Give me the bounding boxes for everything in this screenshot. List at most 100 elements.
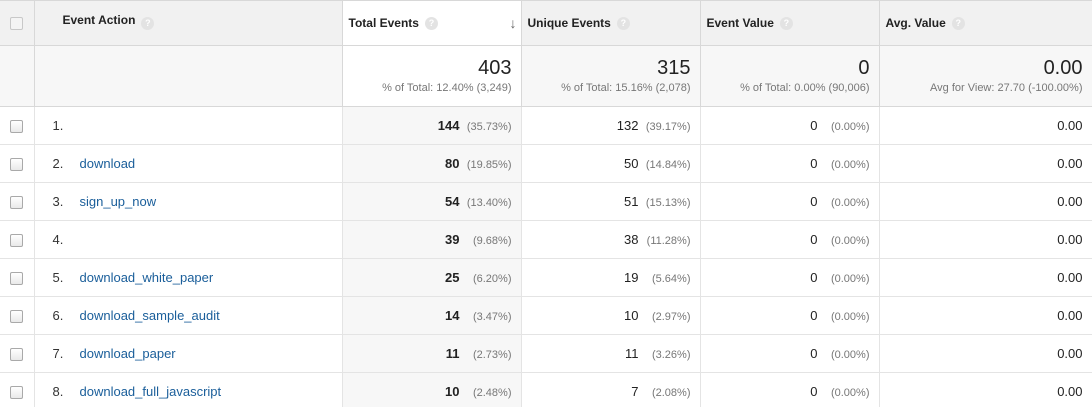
- avg-value-cell: 0.00: [879, 258, 1092, 297]
- row-checkbox[interactable]: [10, 234, 24, 248]
- event-action-cell: 5. download_white_paper: [34, 258, 343, 297]
- column-label: Total Events: [348, 15, 419, 30]
- avg-value-value: 0.00: [1057, 308, 1083, 323]
- row-checkbox-cell: [0, 258, 35, 297]
- row-checkbox[interactable]: [10, 386, 24, 400]
- table-row: 5. download_white_paper 25 (6.20%) 19 (5.64%)…: [0, 258, 1092, 297]
- row-rank: 7.: [52, 346, 64, 361]
- event-action-link[interactable]: download_sample_audit: [79, 308, 220, 323]
- event-value-cell: 0 (0.00%): [700, 334, 880, 373]
- event-value-value: 0: [810, 346, 818, 361]
- select-all-checkbox[interactable]: [10, 17, 24, 31]
- event-value-percent: (0.00%): [830, 273, 870, 285]
- avg-value-cell: 0.00: [879, 106, 1092, 145]
- summary-value: 0.00: [1043, 57, 1083, 79]
- unique-events-cell: 132 (39.17%): [521, 106, 701, 145]
- column-header-event-value[interactable]: Event Value?: [700, 0, 880, 46]
- event-action-link[interactable]: download: [79, 156, 136, 171]
- total-events-cell: 10 (2.48%): [342, 372, 522, 407]
- row-checkbox[interactable]: [10, 196, 24, 210]
- column-header-total-events[interactable]: Total Events? ↓: [342, 0, 522, 46]
- summary-empty-cell: [0, 45, 35, 107]
- event-value-value: 0: [810, 156, 818, 171]
- unique-events-percent: (15.13%): [645, 197, 691, 209]
- total-events-percent: (6.20%): [472, 273, 512, 285]
- total-events-cell: 14 (3.47%): [342, 296, 522, 335]
- row-checkbox[interactable]: [10, 120, 24, 134]
- avg-value-value: 0.00: [1057, 194, 1083, 209]
- total-events-value: 144: [437, 118, 460, 133]
- event-value-cell: 0 (0.00%): [700, 258, 880, 297]
- total-events-value: 10: [445, 384, 460, 399]
- row-rank: 1.: [52, 118, 64, 133]
- event-action-cell: 2. download: [34, 144, 343, 183]
- avg-value-cell: 0.00: [879, 296, 1092, 335]
- table-header-row: Event Action? Total Events? ↓ Unique Eve…: [0, 0, 1092, 46]
- avg-value-value: 0.00: [1057, 156, 1083, 171]
- avg-value-cell: 0.00: [879, 182, 1092, 221]
- unique-events-value: 51: [624, 194, 639, 209]
- row-checkbox-cell: [0, 296, 35, 335]
- column-header-event-action[interactable]: Event Action?: [34, 0, 343, 46]
- help-icon[interactable]: ?: [951, 17, 965, 31]
- select-all-checkbox-cell: [0, 0, 35, 46]
- event-action-link[interactable]: sign_up_now: [79, 194, 157, 209]
- unique-events-percent: (14.84%): [645, 159, 691, 171]
- event-value-percent: (0.00%): [830, 387, 870, 399]
- avg-value-value: 0.00: [1057, 232, 1083, 247]
- event-value-cell: 0 (0.00%): [700, 372, 880, 407]
- row-rank: 5.: [52, 270, 64, 285]
- total-events-value: 80: [445, 156, 460, 171]
- unique-events-cell: 11 (3.26%): [521, 334, 701, 373]
- row-checkbox[interactable]: [10, 272, 24, 286]
- unique-events-cell: 7 (2.08%): [521, 372, 701, 407]
- unique-events-cell: 38 (11.28%): [521, 220, 701, 259]
- summary-value: 0: [858, 57, 870, 79]
- help-icon[interactable]: ?: [141, 17, 155, 31]
- table-row: 4. 39 (9.68%) 38 (11.28%) 0 (0.00%) 0.00: [0, 220, 1092, 259]
- event-value-cell: 0 (0.00%): [700, 144, 880, 183]
- row-rank: 3.: [52, 194, 64, 209]
- row-rank: 4.: [52, 232, 64, 247]
- total-events-percent: (3.47%): [472, 311, 512, 323]
- event-value-percent: (0.00%): [830, 311, 870, 323]
- unique-events-value: 132: [616, 118, 639, 133]
- unique-events-cell: 10 (2.97%): [521, 296, 701, 335]
- table-row: 3. sign_up_now 54 (13.40%) 51 (15.13%) 0 (0.00%…: [0, 182, 1092, 221]
- row-checkbox[interactable]: [10, 348, 24, 362]
- row-checkbox-cell: [0, 372, 35, 407]
- event-value-value: 0: [810, 384, 818, 399]
- total-events-cell: 144 (35.73%): [342, 106, 522, 145]
- total-events-value: 39: [445, 232, 460, 247]
- unique-events-percent: (2.97%): [651, 311, 691, 323]
- event-value-cell: 0 (0.00%): [700, 296, 880, 335]
- event-value-value: 0: [810, 118, 818, 133]
- event-action-cell: 8. download_full_javascript: [34, 372, 343, 407]
- row-checkbox-cell: [0, 144, 35, 183]
- row-checkbox[interactable]: [10, 310, 24, 324]
- sort-descending-icon[interactable]: ↓: [509, 15, 517, 31]
- table-row: 1. 144 (35.73%) 132 (39.17%) 0 (0.00%) 0.00: [0, 106, 1092, 145]
- help-icon[interactable]: ?: [616, 17, 630, 31]
- column-header-unique-events[interactable]: Unique Events?: [521, 0, 701, 46]
- row-checkbox-cell: [0, 106, 35, 145]
- event-action-link[interactable]: download_white_paper: [79, 270, 214, 285]
- summary-value: 403: [478, 57, 512, 79]
- event-value-cell: 0 (0.00%): [700, 220, 880, 259]
- row-checkbox[interactable]: [10, 158, 24, 172]
- total-events-percent: (13.40%): [466, 197, 512, 209]
- column-label: Unique Events: [527, 15, 611, 30]
- total-events-value: 14: [445, 308, 460, 323]
- row-rank: 2.: [52, 156, 64, 171]
- total-events-percent: (2.73%): [472, 349, 512, 361]
- table-row: 8. download_full_javascript 10 (2.48%) 7 (2.0…: [0, 372, 1092, 407]
- summary-subtext: Avg for View: 27.70 (-100.00%): [930, 82, 1083, 94]
- event-action-link[interactable]: download_paper: [79, 346, 176, 361]
- column-header-avg-value[interactable]: Avg. Value?: [879, 0, 1092, 46]
- event-action-link[interactable]: download_full_javascript: [79, 384, 222, 399]
- unique-events-value: 50: [624, 156, 639, 171]
- help-icon[interactable]: ?: [779, 17, 793, 31]
- help-icon[interactable]: ?: [424, 17, 438, 31]
- unique-events-percent: (2.08%): [651, 387, 691, 399]
